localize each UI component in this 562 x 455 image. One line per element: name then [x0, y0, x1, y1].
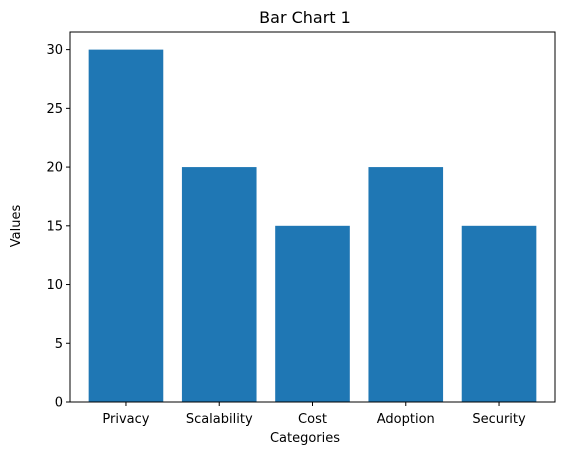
x-tick-label: Privacy: [102, 412, 149, 427]
bar-adoption: [368, 167, 444, 402]
x-tick-label: Security: [472, 412, 526, 427]
y-axis-ticks: 0 5 10 15 20 25 30: [46, 43, 70, 411]
y-tick-label: 15: [46, 219, 63, 234]
x-tick-label: Adoption: [377, 412, 435, 427]
y-tick-label: 20: [46, 161, 63, 176]
y-tick-label: 30: [46, 43, 63, 58]
chart-title: Bar Chart 1: [259, 8, 351, 27]
bar-cost: [275, 225, 350, 402]
bar-privacy: [88, 49, 164, 402]
y-tick-label: 5: [55, 337, 63, 352]
x-tick-label: Cost: [298, 412, 327, 427]
bar-security: [461, 225, 537, 402]
bars-group: [88, 49, 537, 402]
y-tick-label: 10: [46, 278, 63, 293]
y-tick-label: 0: [55, 396, 63, 411]
x-tick-label: Scalability: [186, 412, 253, 427]
x-axis-ticks: Privacy Scalability Cost Adoption Security: [102, 402, 526, 427]
x-axis-label: Categories: [270, 431, 340, 446]
y-axis-label: Values: [9, 205, 24, 248]
plot-frame: [69, 31, 556, 403]
y-tick-label: 25: [46, 102, 63, 117]
bar-scalability: [181, 167, 257, 402]
